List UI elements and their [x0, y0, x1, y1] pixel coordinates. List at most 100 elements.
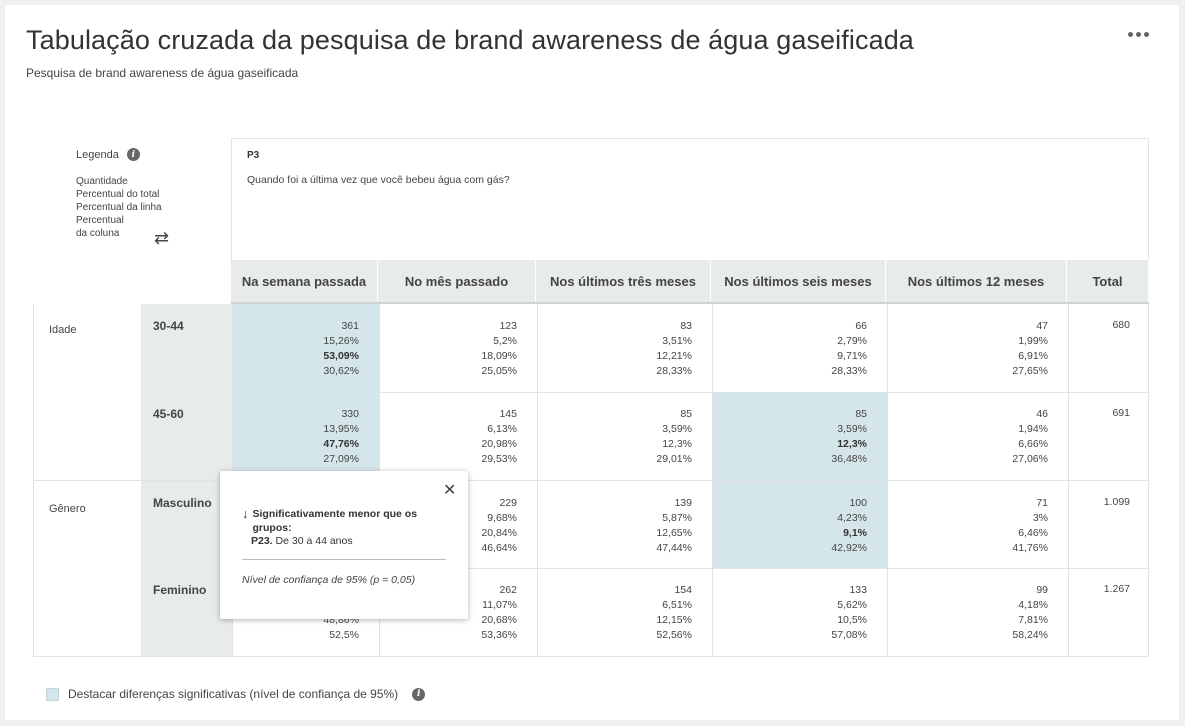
cell-value: 229	[499, 497, 517, 509]
table-row: 45-60 330 13,95% 47,76% 27,09% 145 6,13% 20,98%…	[34, 392, 1148, 480]
cell-value: 3,51%	[662, 335, 692, 347]
cell-value: 5,87%	[662, 512, 692, 524]
cell-value: 25,05%	[481, 365, 517, 377]
question-text: Quando foi a última vez que você bebeu á…	[247, 174, 510, 186]
info-icon[interactable]: i	[412, 687, 426, 701]
data-cell[interactable]: 85 3,59% 12,3% 36,48%	[712, 392, 887, 480]
close-icon[interactable]: ✕	[443, 482, 457, 499]
cell-value: 12,21%	[656, 350, 692, 362]
cell-value: 123	[499, 320, 517, 332]
data-cell[interactable]: 154 6,51% 12,15% 52,56%	[537, 568, 712, 656]
cell-value: 10,5%	[837, 614, 867, 626]
question-code: P3	[247, 150, 260, 161]
subcategory-cell: 30-44	[141, 304, 232, 392]
data-cell[interactable]: 46 1,94% 6,66% 27,06%	[887, 392, 1068, 480]
tooltip-group-text: De 30 a 44 anos	[275, 535, 353, 547]
column-header[interactable]: No mês passado	[378, 260, 536, 302]
tooltip-group: P23. De 30 a 44 anos	[251, 535, 353, 547]
column-header[interactable]: Na semana passada	[231, 260, 378, 302]
cell-value: 20,84%	[481, 527, 517, 539]
cell-value: 27,06%	[1012, 453, 1048, 465]
data-cell[interactable]: 66 2,79% 9,71% 28,33%	[712, 304, 887, 392]
row-divider	[141, 568, 1148, 569]
legend-item: Percentual do total	[76, 189, 160, 200]
cell-value: 47,44%	[656, 542, 692, 554]
cell-value: 36,48%	[831, 453, 867, 465]
info-icon[interactable]: i	[126, 148, 140, 161]
total-cell[interactable]: 1.099	[1068, 481, 1150, 568]
data-cell[interactable]: 139 5,87% 12,65% 47,44%	[537, 481, 712, 568]
subcategory-cell: Feminino	[141, 568, 232, 656]
cell-value: 361	[341, 320, 359, 332]
highlight-checkbox[interactable]	[46, 687, 59, 701]
cell-value: 6,66%	[1018, 438, 1048, 450]
data-cell[interactable]: 99 4,18% 7,81% 58,24%	[887, 568, 1068, 656]
cell-value: 20,68%	[481, 614, 517, 626]
data-cell[interactable]: 361 15,26% 53,09% 30,62%	[232, 304, 379, 392]
cell-value: 52,5%	[329, 629, 359, 641]
cell-value: 4,18%	[1018, 599, 1048, 611]
data-cell[interactable]: 330 13,95% 47,76% 27,09%	[232, 392, 379, 480]
data-cell[interactable]: 145 6,13% 20,98% 29,53%	[379, 392, 537, 480]
subcategory-label: Masculino	[153, 496, 212, 510]
data-cell[interactable]: 100 4,23% 9,1% 42,92%	[712, 481, 887, 568]
tooltip-divider	[242, 559, 446, 560]
cell-value: 1,94%	[1018, 423, 1048, 435]
cell-value: 52,56%	[656, 629, 692, 641]
table-row: Idade 30-44 361 15,26% 53,09% 30,62% 123 5,2% 18…	[34, 304, 1148, 392]
total-value: 691	[1112, 407, 1130, 419]
legend-item: Percentual da linha	[76, 202, 162, 213]
total-value: 1.267	[1103, 583, 1130, 595]
total-value: 680	[1112, 319, 1130, 331]
footer-option: Destacar diferenças significativas (níve…	[46, 687, 426, 701]
cell-value: 12,3%	[837, 438, 867, 450]
cell-value: 85	[855, 408, 867, 420]
data-cell[interactable]: 133 5,62% 10,5% 57,08%	[712, 568, 887, 656]
data-cell[interactable]: 71 3% 6,46% 41,76%	[887, 481, 1068, 568]
tooltip-group-code: P23.	[251, 535, 273, 547]
cell-value: 47,76%	[323, 438, 359, 450]
legend-items: Quantidade Percentual do total Percentua…	[76, 175, 162, 240]
cell-value: 58,24%	[1012, 629, 1048, 641]
cell-value: 27,65%	[1012, 365, 1048, 377]
more-icon	[1127, 31, 1133, 37]
highlight-checkbox-label[interactable]: Destacar diferenças significativas (níve…	[68, 687, 399, 701]
column-header[interactable]: Nos últimos seis meses	[711, 260, 886, 302]
cell-value: 30,62%	[323, 365, 359, 377]
cell-value: 53,09%	[323, 350, 359, 362]
column-header[interactable]: Nos últimos 12 meses	[886, 260, 1067, 302]
data-cell[interactable]: 83 3,51% 12,21% 28,33%	[537, 304, 712, 392]
table-row: Gênero Masculino 229 9,68% 20,84% 46,64% 139 5…	[34, 480, 1148, 568]
column-header[interactable]: Nos últimos três meses	[536, 260, 711, 302]
more-options-button[interactable]	[1123, 23, 1153, 45]
cell-value: 1,99%	[1018, 335, 1048, 347]
group-label: Idade	[49, 324, 77, 336]
cell-value: 83	[680, 320, 692, 332]
cell-value: 29,53%	[481, 453, 517, 465]
column-header[interactable]: Total	[1067, 260, 1149, 302]
data-cell[interactable]: 262 11,07% 20,68% 53,36%	[379, 568, 537, 656]
cell-value: 85	[680, 408, 692, 420]
legend-item: Percentual	[76, 215, 124, 226]
data-cell[interactable]: 123 5,2% 18,09% 25,05%	[379, 304, 537, 392]
cell-value: 9,71%	[837, 350, 867, 362]
total-cell[interactable]: 680	[1068, 304, 1150, 392]
cell-value: 12,3%	[662, 438, 692, 450]
cell-value: 42,92%	[831, 542, 867, 554]
report-card: Tabulação cruzada da pesquisa de brand a…	[5, 5, 1179, 720]
cell-value: 133	[849, 584, 867, 596]
page-subtitle: Pesquisa de brand awareness de água gase…	[26, 66, 299, 80]
cell-value: 262	[499, 584, 517, 596]
legend-panel: Legenda i Quantidade Percentual do total…	[76, 148, 169, 248]
cell-value: 3,59%	[837, 423, 867, 435]
total-cell[interactable]: 1.267	[1068, 568, 1150, 656]
cell-value: 57,08%	[831, 629, 867, 641]
data-cell[interactable]: 47 1,99% 6,91% 27,65%	[887, 304, 1068, 392]
cell-value: 47	[1036, 320, 1048, 332]
data-cell[interactable]: 85 3,59% 12,3% 29,01%	[537, 392, 712, 480]
cell-value: 7,81%	[1018, 614, 1048, 626]
swap-icon[interactable]: ⇄	[154, 228, 170, 248]
subcategory-cell: 45-60	[141, 392, 232, 480]
cell-value: 11,07%	[482, 599, 517, 611]
total-cell[interactable]: 691	[1068, 392, 1150, 480]
